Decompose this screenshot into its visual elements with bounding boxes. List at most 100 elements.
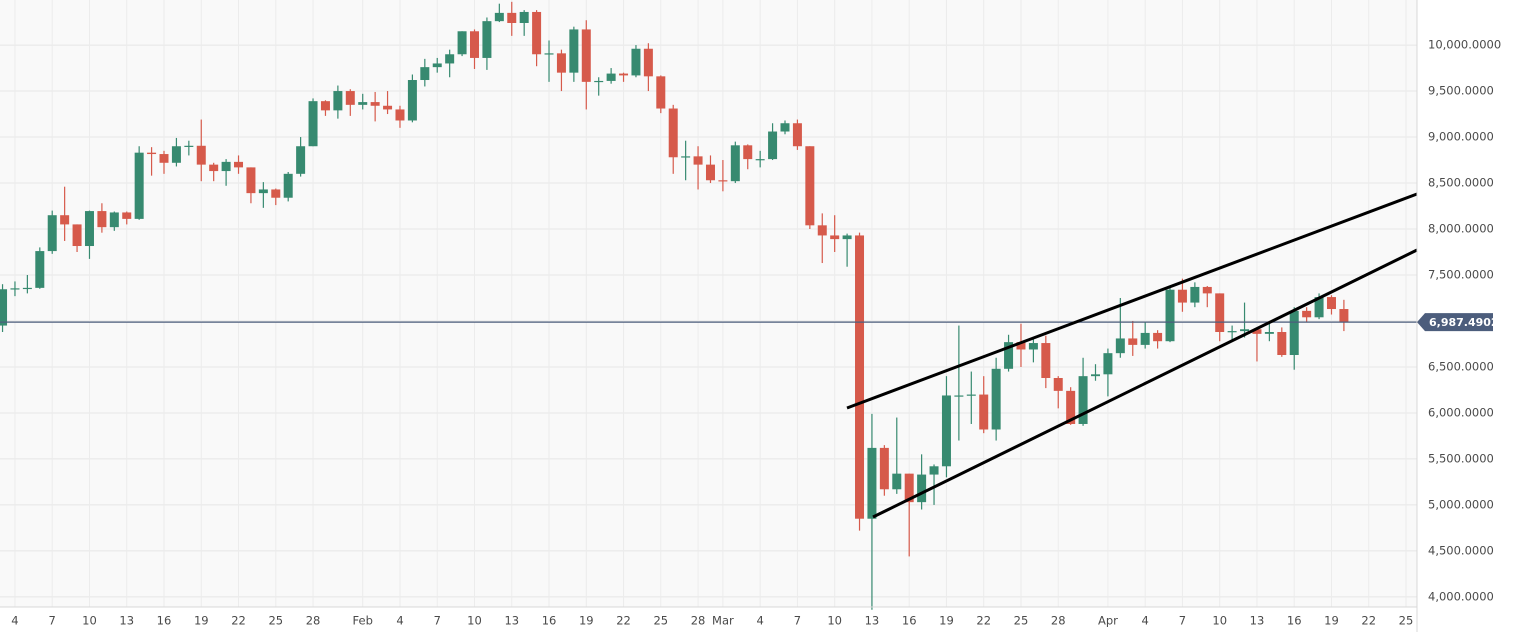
candle-body (1277, 332, 1287, 356)
x-tick-label: 25 (653, 614, 668, 628)
candle-body (383, 105, 393, 110)
plot-background (0, 0, 1417, 607)
candle-body (1028, 343, 1038, 350)
x-tick-label: 16 (157, 614, 172, 628)
grid (0, 0, 1417, 607)
candle-body (1202, 286, 1212, 294)
y-tick-label: 7,500.0000 (1428, 267, 1494, 281)
candle-body (780, 123, 790, 132)
candle-body (1252, 329, 1262, 334)
x-tick-label: Apr (1098, 614, 1118, 628)
candle-body (395, 109, 405, 121)
candle-body (109, 212, 119, 228)
candle-body (879, 447, 889, 490)
candle-body (941, 395, 951, 467)
candles (0, 1, 1417, 610)
candle-body (668, 108, 678, 158)
candle-body (954, 395, 964, 397)
y-tick-label: 9,500.0000 (1428, 84, 1494, 98)
candle-body (494, 12, 504, 22)
candle-body (1004, 342, 1014, 369)
trend-lines (846, 192, 1418, 519)
candle-body (842, 235, 852, 240)
candle-body (991, 368, 1001, 430)
candle-body (147, 152, 157, 155)
x-tick-label: 22 (231, 614, 246, 628)
x-tick-label: 4 (396, 614, 403, 628)
candle-body (917, 474, 927, 503)
x-tick-label: 10 (467, 614, 482, 628)
x-tick-label: 16 (1287, 614, 1302, 628)
candle-body (1103, 353, 1113, 375)
candle-body (271, 189, 281, 198)
candle-body (693, 156, 703, 165)
candle-body (184, 145, 194, 147)
candle-body (768, 131, 778, 160)
candle-body (718, 180, 728, 182)
candle-body (246, 167, 256, 194)
x-tick-label: 25 (268, 614, 283, 628)
candle-body (966, 394, 976, 396)
x-tick-label: 19 (939, 614, 954, 628)
candle-body (370, 102, 380, 106)
candle-body (308, 101, 318, 147)
candle-body (904, 473, 914, 503)
candle-body (681, 156, 691, 158)
candle-body (1240, 329, 1250, 332)
candle-body (1177, 289, 1187, 303)
candle-body (1339, 309, 1349, 322)
candle-body (1227, 331, 1237, 333)
candle-body (855, 235, 865, 519)
candle-body (333, 91, 343, 111)
candle-body (619, 73, 629, 76)
candle-body (1289, 310, 1299, 356)
x-tick-label: 7 (434, 614, 441, 628)
candle-body (1314, 297, 1324, 318)
x-tick-label: 10 (82, 614, 97, 628)
candle-body (1215, 293, 1225, 333)
candle-body (507, 12, 517, 23)
x-tick-label: 4 (756, 614, 763, 628)
candle-body (35, 251, 45, 288)
candle-body (569, 29, 579, 73)
x-tick-label: 28 (306, 614, 321, 628)
candle-body (581, 29, 591, 82)
candle-body (1091, 374, 1100, 377)
y-tick-label: 5,500.0000 (1428, 451, 1494, 465)
candle-body (234, 161, 244, 168)
candle-body (705, 164, 715, 181)
y-tick-label: 6,500.0000 (1428, 359, 1494, 373)
candle-body (1066, 390, 1076, 424)
candle-body (258, 189, 268, 194)
x-tick-label: 13 (504, 614, 519, 628)
candle-body (1264, 332, 1274, 334)
y-tick-label: 8,500.0000 (1428, 176, 1494, 190)
candle-body (407, 80, 417, 121)
x-tick-label: 28 (691, 614, 706, 628)
x-tick-label: 25 (1014, 614, 1029, 628)
candle-body (631, 48, 641, 76)
y-tick-label: 6,000.0000 (1428, 405, 1494, 419)
candle-body (482, 21, 492, 58)
candle-body (755, 159, 765, 161)
candle-body (979, 394, 989, 430)
candle-body (805, 146, 815, 226)
y-tick-label: 4,500.0000 (1428, 543, 1494, 557)
candle-body (743, 145, 753, 160)
candle-body (792, 123, 802, 147)
candle-body (1041, 343, 1051, 378)
x-tick-label: 7 (49, 614, 56, 628)
x-tick-label: 19 (194, 614, 209, 628)
candle-body (432, 63, 442, 68)
trend-line (872, 248, 1418, 519)
x-tick-label: 16 (542, 614, 557, 628)
x-tick-label: Feb (353, 614, 373, 628)
last-price-label: 6,987.4902 (1429, 316, 1499, 329)
candle-body (283, 173, 293, 198)
y-tick-label: 4,000.0000 (1428, 589, 1494, 603)
x-tick-label: 22 (1361, 614, 1376, 628)
candle-body (1190, 286, 1200, 303)
candle-body (1115, 338, 1125, 354)
x-tick-label: 22 (976, 614, 991, 628)
candle-body (1326, 297, 1336, 310)
